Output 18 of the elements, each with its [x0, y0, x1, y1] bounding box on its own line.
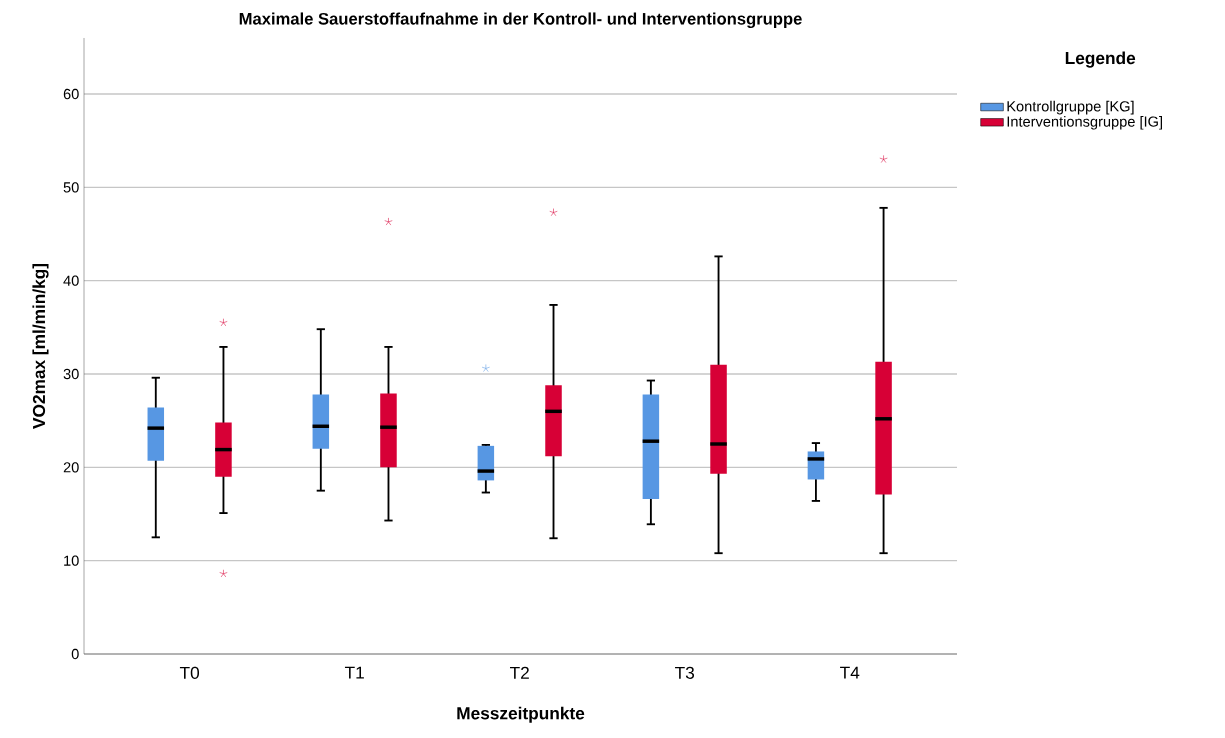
legend-label: Interventionsgruppe [IG]: [1007, 116, 1162, 130]
x-tick-label: T3: [675, 666, 695, 679]
chart-title: Maximale Sauerstoffaufnahme in der Kontroll- und Interventionsgruppe: [239, 12, 802, 28]
x-tick-label: T4: [840, 666, 860, 679]
x-tick-label: T0: [179, 666, 200, 679]
x-tick-label: T1: [344, 666, 364, 679]
y-tick-label: 60: [63, 88, 79, 100]
y-tick-label: 10: [64, 555, 79, 566]
legend-label: Kontrollgruppe [KG]: [1007, 100, 1134, 115]
legend-title: Legende: [1065, 51, 1136, 68]
y-tick-label: 20: [63, 462, 79, 473]
y-axis-title: VO2max [ml/min/kg]: [32, 263, 49, 429]
x-axis-title: Messzeitpunkte: [457, 706, 585, 723]
y-tick-label: 50: [63, 182, 79, 193]
x-tick-label: T2: [510, 666, 529, 679]
y-tick-label: 30: [63, 368, 79, 380]
y-tick-label: 40: [63, 275, 79, 286]
y-tick-label: 0: [71, 648, 79, 660]
